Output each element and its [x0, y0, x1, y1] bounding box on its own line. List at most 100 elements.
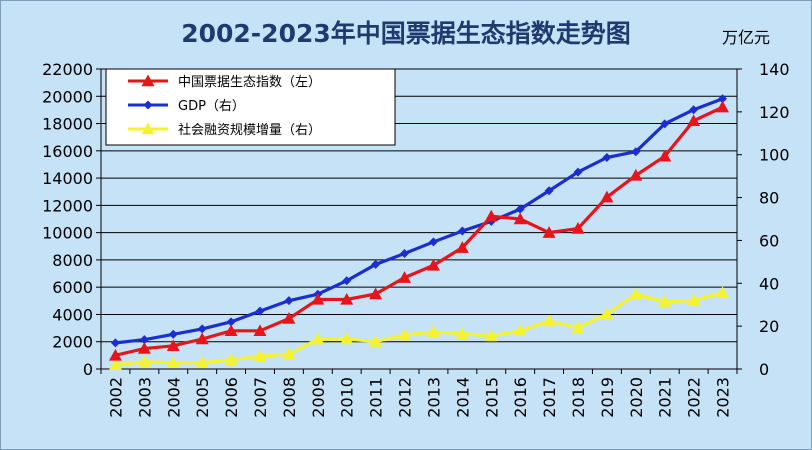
legend-marker	[141, 74, 155, 87]
data-point	[600, 190, 614, 203]
left-tick-label: 22000	[42, 60, 93, 79]
left-tick-label: 20000	[42, 87, 93, 106]
data-point	[369, 335, 383, 347]
data-point	[629, 287, 643, 300]
data-point	[455, 327, 469, 339]
data-point	[426, 258, 440, 271]
left-tick-label: 4000	[52, 305, 93, 324]
data-point	[197, 324, 207, 334]
data-point	[371, 259, 381, 269]
data-point	[542, 226, 556, 238]
right-tick-label: 120	[759, 103, 790, 122]
data-point	[658, 149, 672, 162]
data-point	[166, 339, 180, 352]
x-tick-label: 2011	[367, 377, 386, 418]
legend-label: 中国票据生态指数（左）	[178, 75, 321, 90]
x-tick-label: 2015	[482, 377, 501, 418]
legend-marker	[143, 100, 153, 110]
data-point	[600, 307, 614, 320]
data-point	[108, 348, 122, 361]
data-point	[716, 100, 730, 113]
data-point	[342, 276, 352, 286]
legend-label: GDP（右）	[178, 99, 245, 114]
x-tick-label: 2012	[396, 377, 415, 418]
x-tick-label: 2005	[193, 377, 212, 418]
legend-label: 社会融资规模增量（右）	[178, 122, 321, 138]
x-tick-label: 2016	[511, 377, 530, 418]
series-line	[115, 97, 724, 345]
data-point	[226, 317, 236, 327]
data-point	[282, 347, 296, 360]
data-point	[544, 186, 554, 196]
series-line	[115, 105, 724, 357]
data-point	[660, 119, 670, 129]
data-point	[108, 358, 122, 370]
x-tick-label: 2023	[714, 377, 733, 418]
left-tick-label: 18000	[42, 115, 93, 134]
right-axis-unit: 万亿元	[722, 28, 771, 47]
left-tick-label: 16000	[42, 142, 93, 161]
x-tick-label: 2004	[164, 377, 183, 418]
data-point	[716, 286, 730, 298]
data-point	[602, 153, 612, 162]
data-point	[571, 222, 585, 234]
x-tick-label: 2009	[309, 377, 328, 418]
data-point	[484, 209, 498, 222]
data-point	[689, 105, 699, 115]
data-point	[137, 355, 151, 367]
right-tick-label: 140	[759, 60, 790, 79]
x-tick-label: 2007	[251, 377, 270, 418]
x-tick-label: 2022	[685, 377, 704, 418]
data-point	[687, 114, 701, 127]
right-tick-label: 60	[759, 231, 779, 250]
right-tick-label: 40	[759, 274, 779, 293]
data-point	[515, 204, 525, 214]
data-point	[284, 296, 294, 306]
data-point	[139, 335, 149, 345]
left-tick-label: 14000	[42, 169, 93, 188]
data-point	[426, 325, 440, 338]
data-point	[253, 324, 267, 337]
x-tick-label: 2020	[627, 377, 646, 418]
right-tick-label: 80	[759, 189, 779, 208]
data-point	[311, 332, 325, 345]
x-tick-label: 2003	[135, 377, 154, 418]
data-point	[224, 353, 238, 365]
data-point	[369, 287, 383, 300]
data-point	[168, 329, 178, 339]
data-point	[718, 94, 728, 104]
data-point	[457, 226, 467, 236]
data-point	[400, 249, 410, 258]
x-tick-label: 2019	[598, 377, 617, 418]
data-point	[340, 332, 354, 345]
data-point	[282, 312, 296, 324]
x-tick-label: 2013	[424, 377, 443, 418]
data-point	[658, 295, 672, 307]
data-point	[484, 329, 498, 342]
right-tick-label: 20	[759, 317, 779, 336]
x-tick-label: 2006	[222, 377, 241, 418]
data-point	[513, 324, 527, 337]
x-tick-label: 2008	[280, 377, 299, 418]
data-point	[224, 324, 238, 337]
left-tick-label: 6000	[52, 278, 93, 297]
left-tick-label: 12000	[42, 196, 93, 215]
x-tick-label: 2018	[569, 377, 588, 418]
x-tick-label: 2021	[656, 377, 675, 418]
left-tick-label: 8000	[52, 251, 93, 270]
right-tick-label: 0	[759, 360, 769, 379]
data-point	[398, 271, 412, 283]
left-tick-label: 2000	[52, 333, 93, 352]
data-point	[195, 356, 209, 368]
data-point	[253, 349, 267, 362]
x-tick-label: 2014	[453, 377, 472, 418]
data-point	[110, 338, 120, 348]
x-tick-label: 2017	[540, 377, 559, 418]
chart-title: 2002-2023年中国票据生态指数走势图	[181, 19, 631, 48]
series-line	[115, 291, 723, 367]
data-point	[631, 147, 641, 157]
data-point	[255, 306, 265, 316]
data-point	[455, 241, 469, 253]
x-tick-label: 2010	[338, 377, 357, 418]
